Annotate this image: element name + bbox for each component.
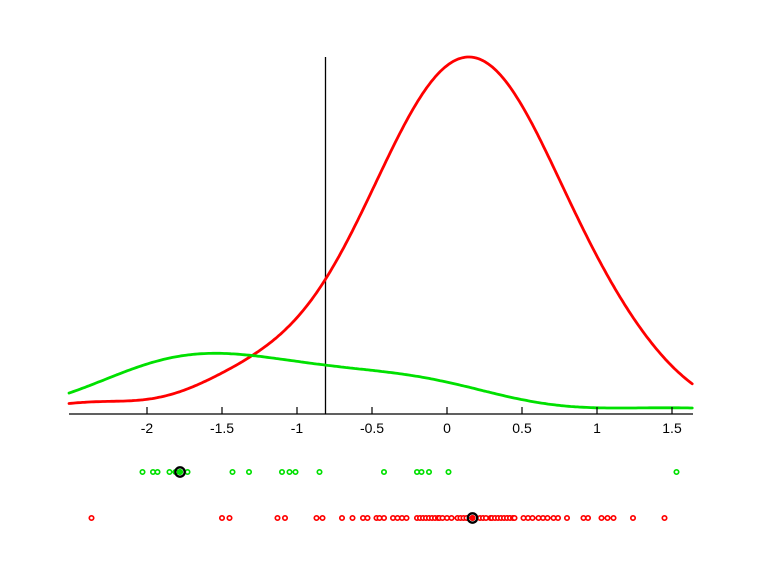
red-sample-dot xyxy=(364,514,371,522)
green-sample-dot xyxy=(278,468,286,476)
red-highlighted-sample-dot xyxy=(469,515,476,521)
green-sample-dot xyxy=(166,468,173,476)
red-sample-dot xyxy=(88,514,95,522)
red-sample-dot xyxy=(584,514,592,522)
green-density-curve xyxy=(67,351,694,410)
green-sample-dot xyxy=(380,468,388,476)
green-sample-dot xyxy=(184,468,191,476)
green-highlighted-sample-dot xyxy=(177,469,183,475)
green-sample-dot xyxy=(292,468,299,476)
red-sample-dot xyxy=(349,514,356,522)
red-sample-dot xyxy=(281,514,289,522)
x-tick-label: -1.5 xyxy=(210,420,234,436)
red-sample-dot xyxy=(403,514,410,522)
x-tick-label: 0 xyxy=(443,420,451,436)
red-sample-dot xyxy=(274,514,281,522)
x-tick-label: 1.5 xyxy=(662,420,682,436)
red-sample-dot xyxy=(380,514,388,522)
green-sample-dot xyxy=(445,468,452,476)
red-sample-dot xyxy=(313,514,320,522)
red-sample-dot xyxy=(629,514,637,522)
green-sample-dot xyxy=(229,468,236,476)
green-sample-dot xyxy=(673,468,680,476)
x-tick-label: 1 xyxy=(593,420,601,436)
green-sample-dot xyxy=(245,468,253,476)
x-tick-label: 0.5 xyxy=(512,420,532,436)
red-sample-dot xyxy=(563,514,571,522)
x-tick-label: -2 xyxy=(141,420,154,436)
red-sample-dot xyxy=(598,514,605,522)
green-sample-dot xyxy=(316,468,323,476)
green-sample-dot xyxy=(418,468,425,476)
green-highlight-ring xyxy=(174,466,186,478)
red-sample-dot xyxy=(529,514,536,522)
red-sample-dot xyxy=(226,514,233,522)
green-sample-dot xyxy=(154,468,161,476)
green-sample-dot xyxy=(425,468,433,476)
red-highlight-ring xyxy=(466,512,479,524)
green-sample-dot xyxy=(286,468,293,476)
red-sample-dot xyxy=(319,514,326,522)
red-sample-dot xyxy=(554,514,562,522)
red-sample-dot xyxy=(604,514,611,522)
red-sample-dot xyxy=(661,514,668,522)
red-sample-dot xyxy=(544,514,551,522)
red-density-curve xyxy=(67,55,694,405)
x-tick-label: -0.5 xyxy=(360,420,384,436)
red-sample-dot xyxy=(448,514,455,522)
red-sample-dot xyxy=(511,514,518,522)
red-sample-dot xyxy=(610,514,617,522)
x-tick-label: -1 xyxy=(291,420,304,436)
green-sample-dot xyxy=(139,468,146,476)
red-sample-dot xyxy=(218,514,226,522)
red-sample-dot xyxy=(338,514,346,522)
